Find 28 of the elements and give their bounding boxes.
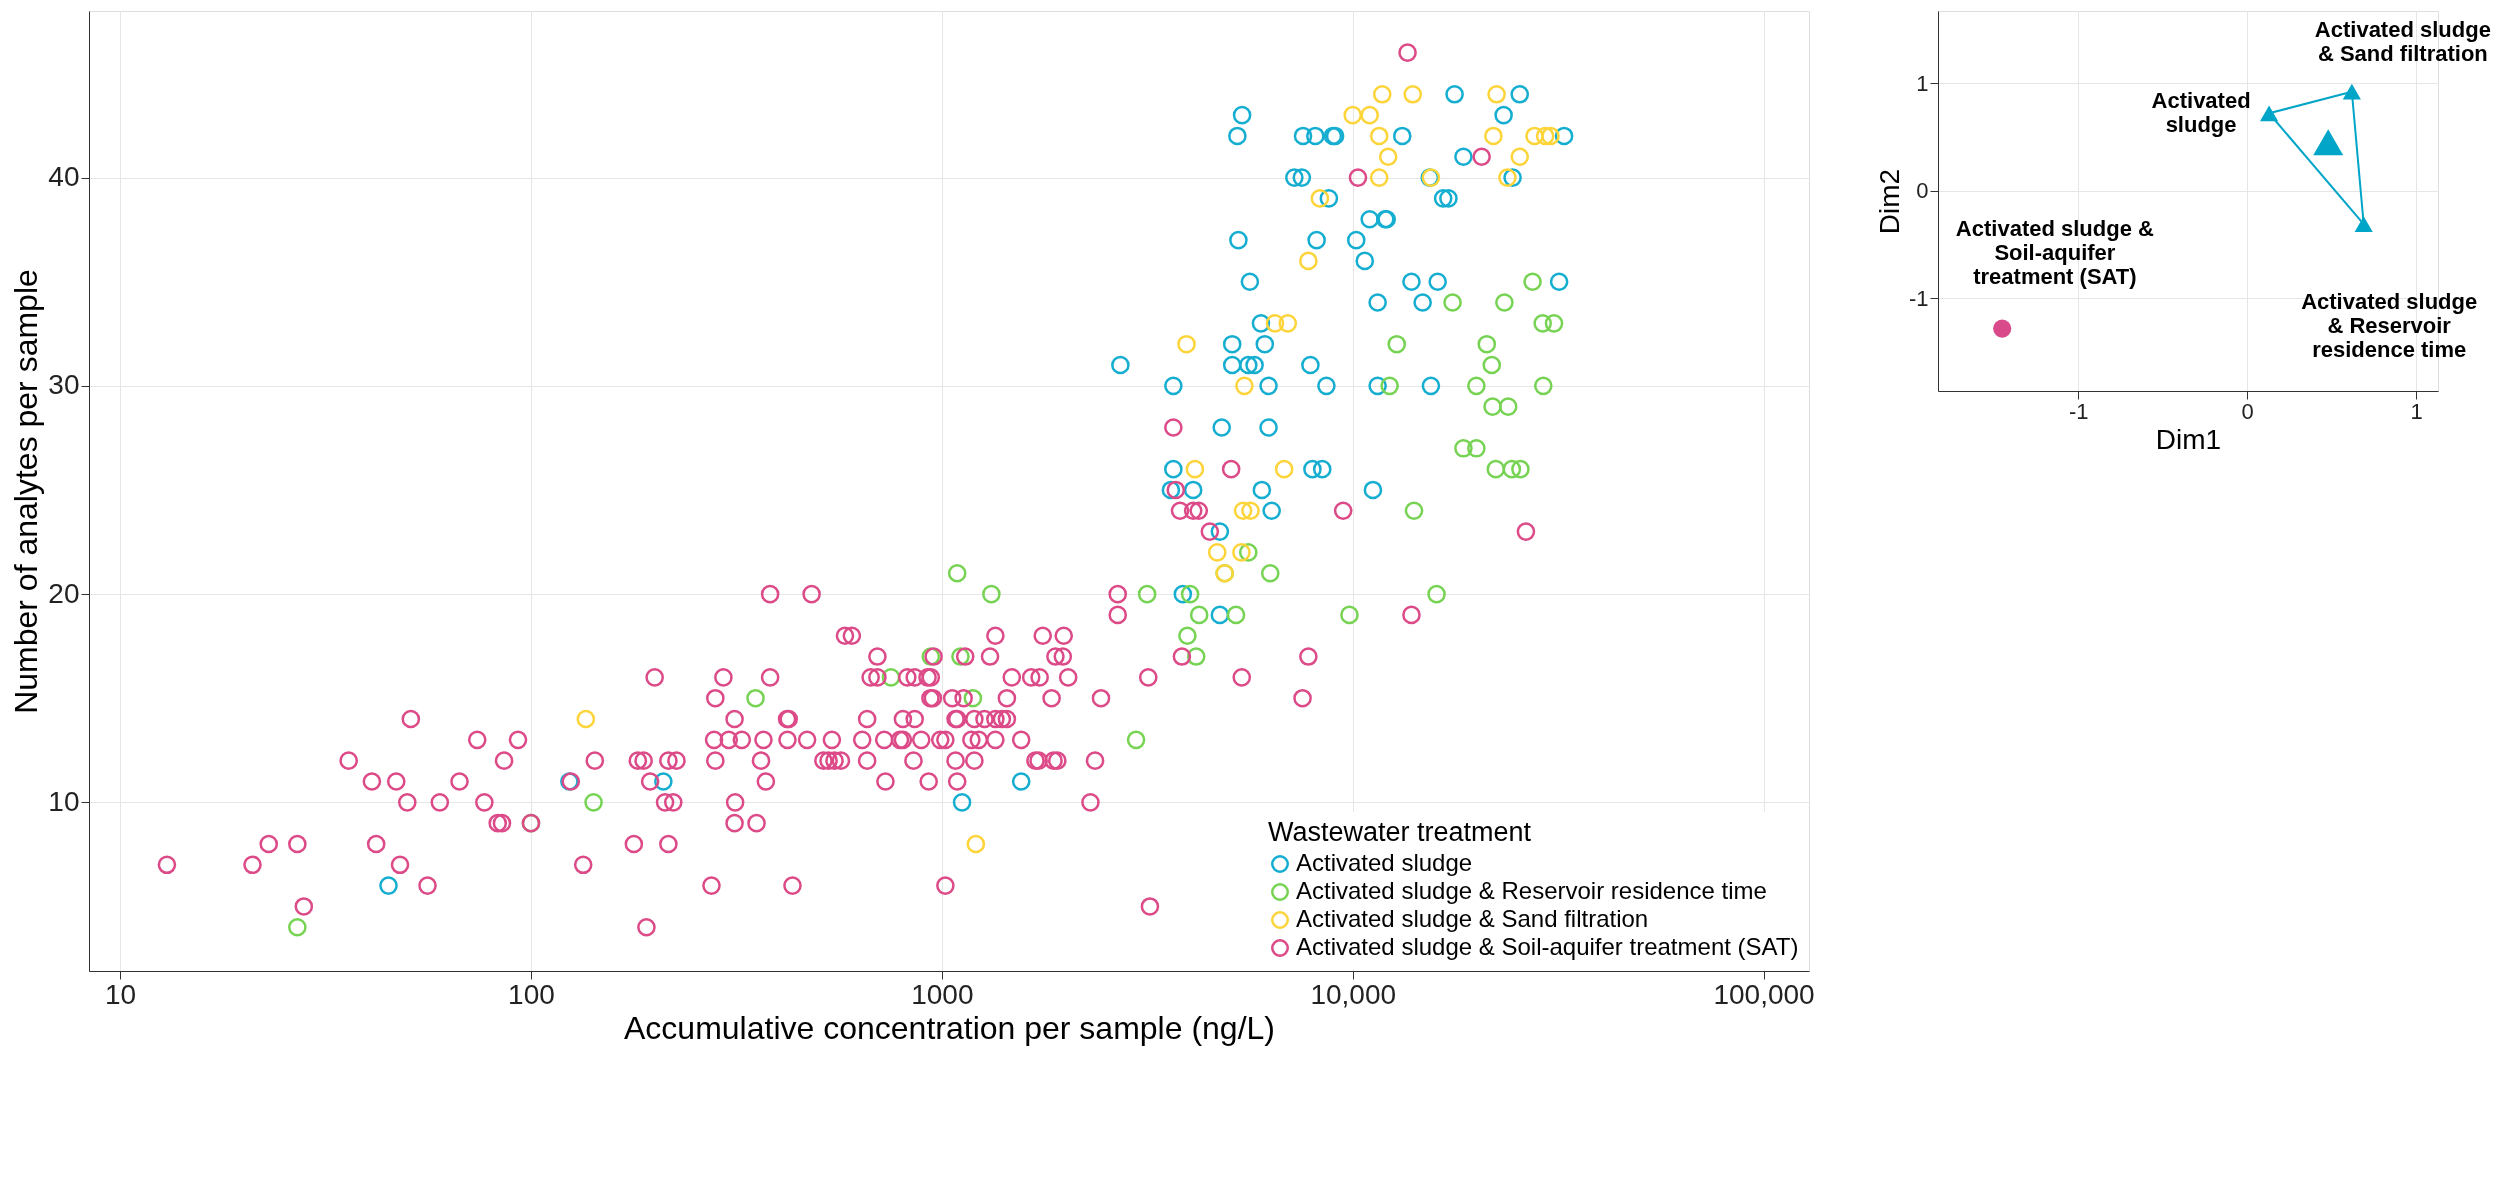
- legend-label: Activated sludge: [1296, 849, 1473, 876]
- x-tick-label: 10,000: [1310, 978, 1397, 1010]
- annotation: Activated sludge & Soil-aquifer treatment (SAT): [1955, 215, 2155, 289]
- x-axis-title: Dim1: [2155, 423, 2222, 455]
- y-tick-label: 10: [48, 785, 80, 817]
- x-tick-label: -1: [2068, 398, 2089, 424]
- annotation: Activated sludge & Sand filtration: [2314, 16, 2491, 66]
- legend-title: Wastewater treatment: [1268, 817, 1532, 847]
- y-tick-label: 0: [1916, 178, 1929, 204]
- x-tick-label: 0: [2241, 398, 2254, 424]
- x-tick-label: 1000: [911, 978, 974, 1010]
- y-tick-label: -1: [1908, 285, 1929, 311]
- x-tick-label: 100: [508, 978, 555, 1010]
- x-axis-title: Accumulative concentration per sample (ng/L): [624, 1009, 1275, 1046]
- y-tick-label: 1: [1916, 70, 1929, 96]
- legend-label: Activated sludge & Soil-aquifer treatment (SAT): [1296, 933, 1799, 960]
- y-tick-label: 20: [48, 577, 80, 609]
- x-tick-label: 1: [2410, 398, 2423, 424]
- annotation: Activated sludge & Reservoir residence time: [2301, 289, 2478, 363]
- y-axis-title: Dim2: [1873, 168, 1905, 235]
- y-tick-label: 30: [48, 369, 80, 401]
- y-axis-title: Number of analytes per sample: [8, 269, 45, 714]
- x-tick-label: 10: [105, 978, 137, 1010]
- x-tick-label: 100,000: [1713, 978, 1815, 1010]
- legend-label: Activated sludge & Sand filtration: [1296, 905, 1649, 932]
- annotation: Activated sludge: [2151, 88, 2251, 138]
- y-tick-label: 40: [48, 161, 80, 193]
- legend-label: Activated sludge & Reservoir residence time: [1296, 877, 1767, 904]
